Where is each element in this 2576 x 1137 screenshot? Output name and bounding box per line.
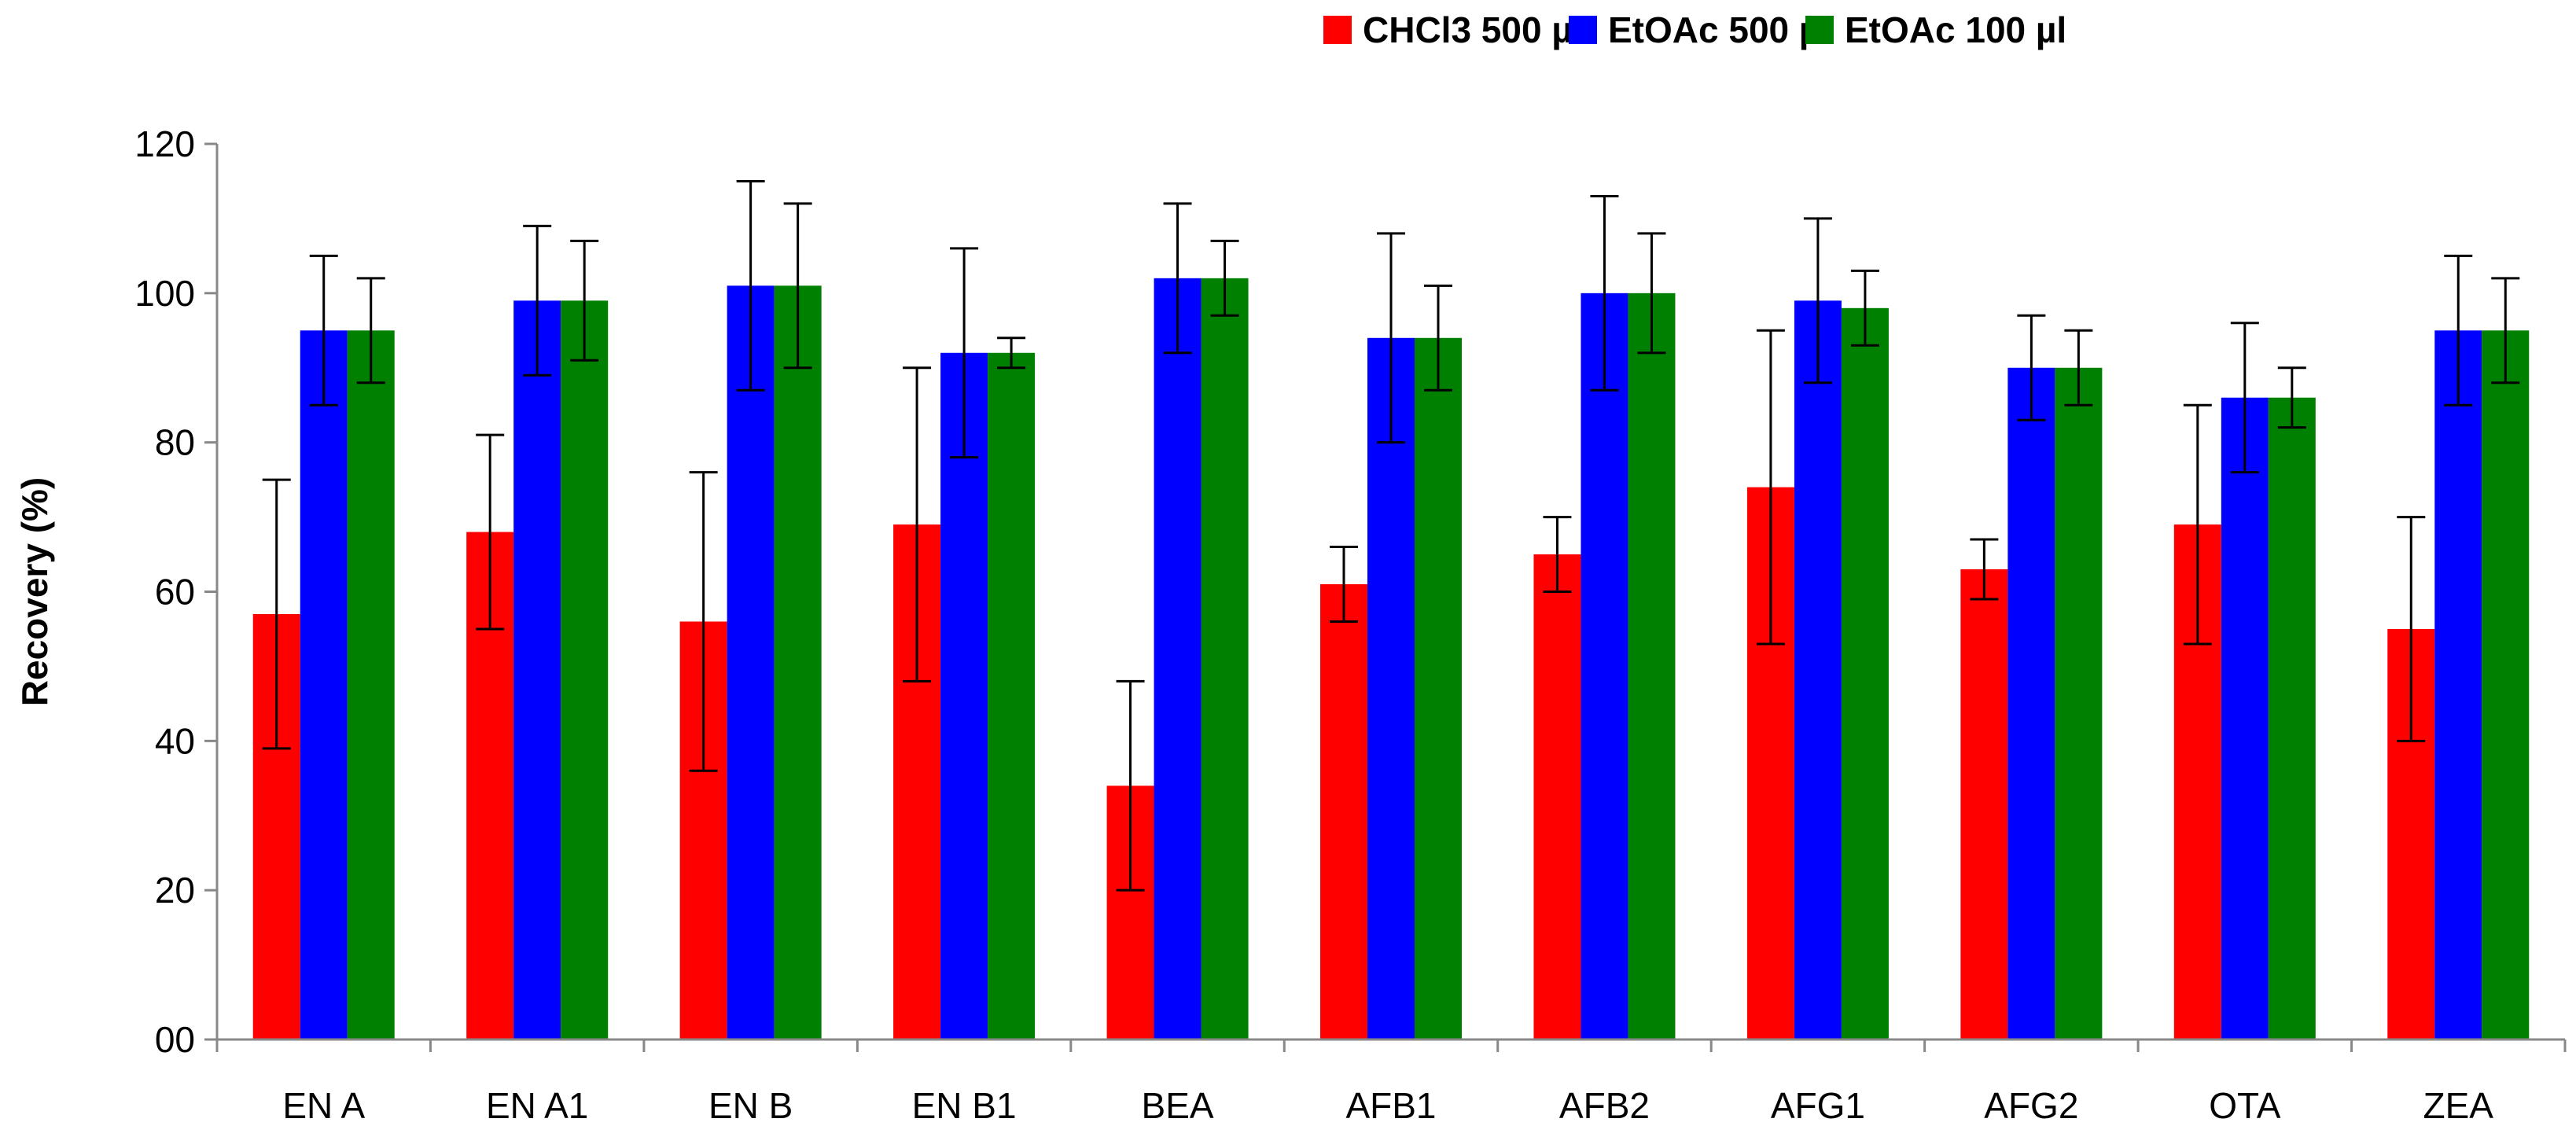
x-tick-label: AFG1 [1771, 1085, 1865, 1126]
bar [1581, 293, 1628, 1039]
bar [2007, 367, 2055, 1039]
y-axis-title: Recovery (%) [14, 477, 55, 706]
bar [940, 352, 988, 1039]
legend-swatch [1805, 16, 1834, 44]
x-tick-label: OTA [2209, 1085, 2280, 1126]
x-tick-label: AFB1 [1345, 1085, 1436, 1126]
bar [347, 330, 395, 1040]
x-tick-label: AFB2 [1559, 1085, 1650, 1126]
bar [1320, 584, 1367, 1039]
bar [774, 285, 822, 1039]
error-bars-layer [262, 179, 2520, 892]
bar [513, 300, 561, 1039]
bar [1841, 307, 1889, 1040]
x-tick-label: ZEA [2423, 1085, 2494, 1126]
x-tick-label: EN B1 [912, 1085, 1017, 1126]
bar [2055, 367, 2103, 1039]
bar [988, 352, 1036, 1039]
bar [2221, 397, 2269, 1039]
bar [1533, 554, 1581, 1039]
bar [2482, 330, 2530, 1040]
bar [1960, 569, 2008, 1039]
x-tick-label: EN A1 [486, 1085, 588, 1126]
y-tick-label: 100 [134, 273, 195, 314]
legend-label: CHCl3 500 µl [1363, 9, 1583, 50]
bar [1154, 278, 1202, 1040]
x-tick-label: AFG2 [1984, 1085, 2078, 1126]
y-tick-label: 00 [155, 1019, 195, 1060]
y-ticks-layer: 00 20 40 60 80 100 120 [134, 123, 217, 1060]
bar [1367, 337, 1415, 1039]
legend-swatch [1323, 16, 1352, 44]
bar [561, 300, 609, 1039]
bar [1415, 337, 1462, 1039]
bar [727, 285, 775, 1039]
x-ticks-layer: EN A EN A1 EN B EN B1 BEA AFB1 AFB2 AFG1 AFG2 OTA… [215, 1039, 2567, 1126]
y-tick-label: 20 [155, 870, 195, 911]
legend: CHCl3 500 µl EtOAc 500 µl EtOAc 100 µl [1323, 9, 2066, 50]
x-tick-label: BEA [1142, 1085, 1214, 1126]
legend-label: EtOAc 500 µl [1608, 9, 1830, 50]
bar [1201, 278, 1249, 1040]
bar [300, 330, 348, 1040]
y-tick-label: 80 [155, 422, 195, 463]
bars-layer [252, 278, 2530, 1040]
y-tick-label: 60 [155, 572, 195, 613]
legend-swatch [1569, 16, 1597, 44]
bar [1794, 300, 1842, 1039]
y-tick-label: 40 [155, 720, 195, 761]
bar [1628, 293, 1676, 1039]
x-tick-label: EN A [282, 1085, 365, 1126]
y-tick-label: 120 [134, 123, 195, 164]
legend-label: EtOAc 100 µl [1845, 9, 2066, 50]
x-tick-label: EN B [708, 1085, 793, 1126]
bar [2268, 397, 2316, 1039]
bar [2434, 330, 2482, 1040]
